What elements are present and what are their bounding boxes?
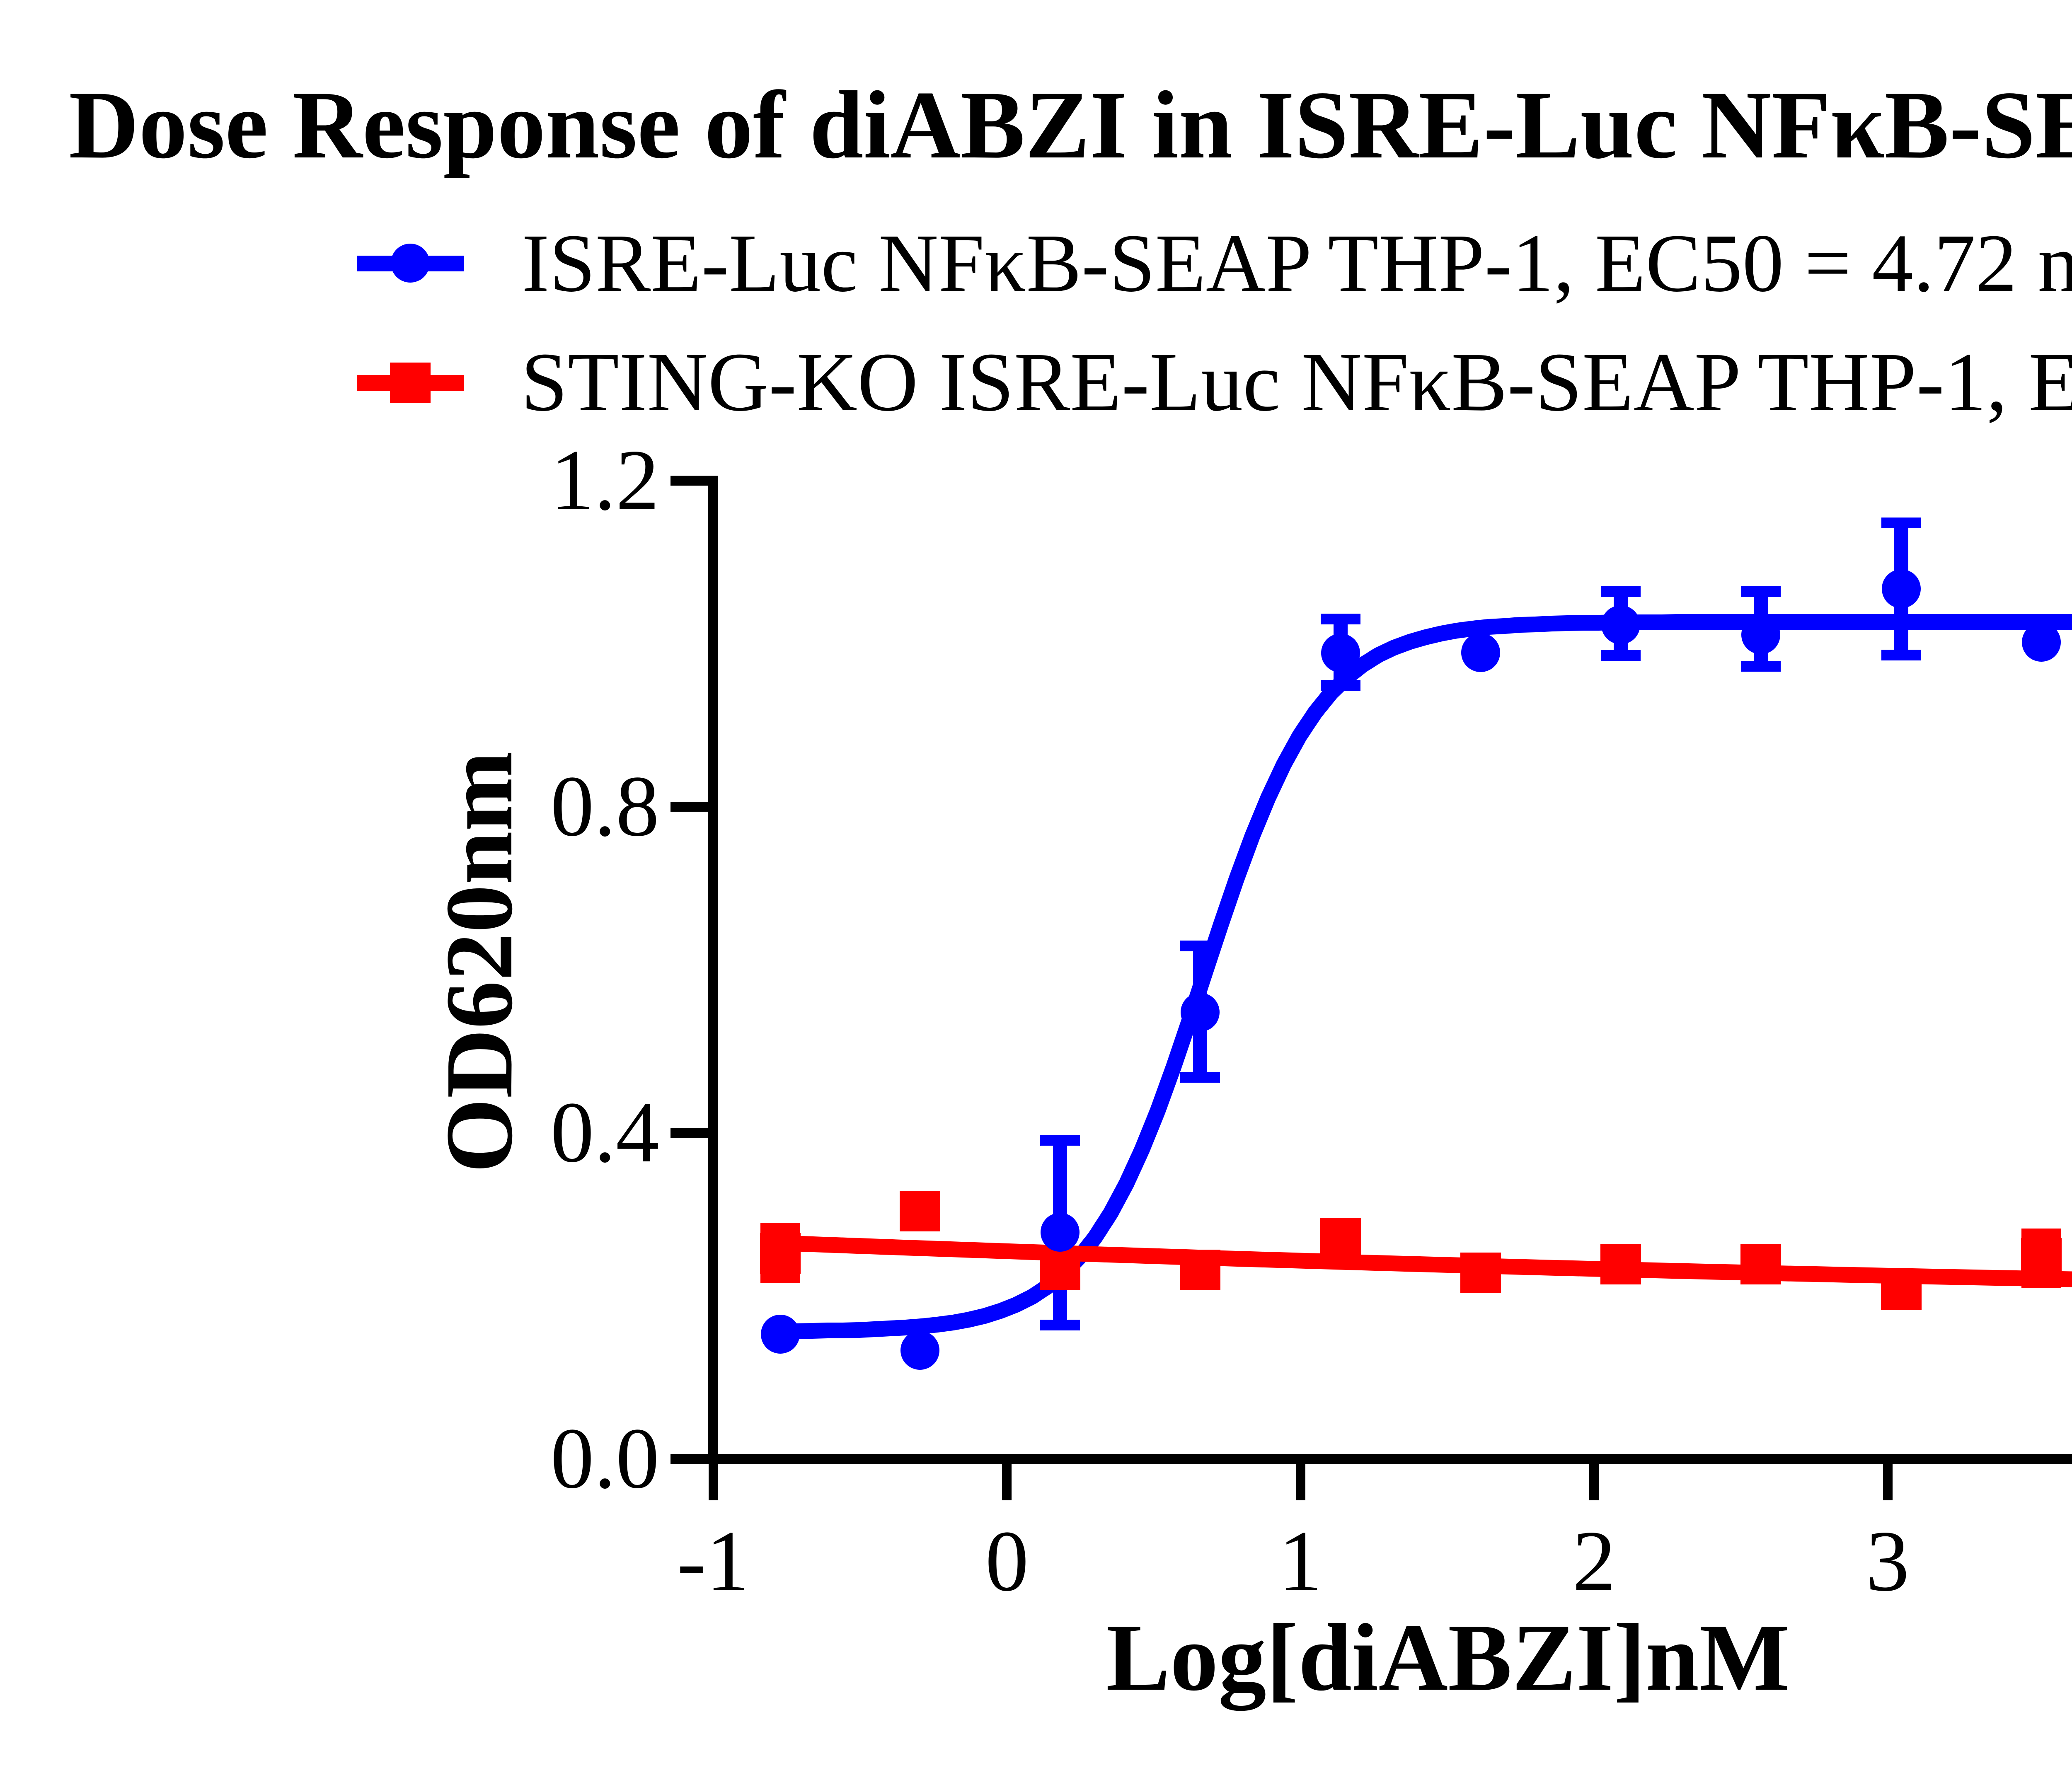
svg-text:1: 1: [1279, 1513, 1322, 1609]
svg-text:Log[diABZI]nM: Log[diABZI]nM: [1106, 1604, 1790, 1711]
svg-text:ISRE-Luc NFκB-SEAP THP-1, EC50: ISRE-Luc NFκB-SEAP THP-1, EC50 = 4.72 nM: [522, 218, 2072, 309]
svg-text:-1: -1: [677, 1513, 750, 1609]
svg-text:Dose Response of diABZI in ISR: Dose Response of diABZI in ISRE-Luc NFκB…: [69, 71, 2072, 179]
svg-text:0.8: 0.8: [551, 758, 660, 854]
svg-text:3: 3: [1866, 1513, 1910, 1609]
svg-text:STING-KO ISRE-Luc NFκB-SEAP TH: STING-KO ISRE-Luc NFκB-SEAP THP-1, EC50 …: [521, 335, 2072, 428]
svg-text:2: 2: [1573, 1513, 1616, 1609]
svg-text:0: 0: [985, 1513, 1029, 1609]
svg-text:0.0: 0.0: [551, 1410, 660, 1507]
svg-text:OD620nm: OD620nm: [426, 751, 533, 1173]
svg-text:0.4: 0.4: [551, 1084, 660, 1180]
svg-text:1.2: 1.2: [551, 432, 660, 528]
